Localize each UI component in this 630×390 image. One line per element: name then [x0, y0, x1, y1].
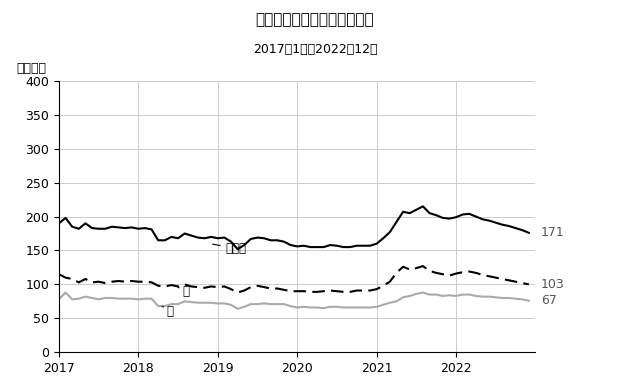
Text: 完全失業者数（季節調整値）: 完全失業者数（季節調整値）: [256, 12, 374, 27]
Text: 171: 171: [541, 226, 564, 239]
Text: 男: 男: [178, 285, 189, 298]
Text: 男女計: 男女計: [212, 242, 247, 255]
Text: 2017年1月～2022年12月: 2017年1月～2022年12月: [253, 43, 377, 56]
Text: （万人）: （万人）: [16, 62, 46, 75]
Text: 67: 67: [541, 294, 556, 307]
Text: 103: 103: [541, 278, 564, 291]
Text: 女: 女: [162, 305, 173, 318]
